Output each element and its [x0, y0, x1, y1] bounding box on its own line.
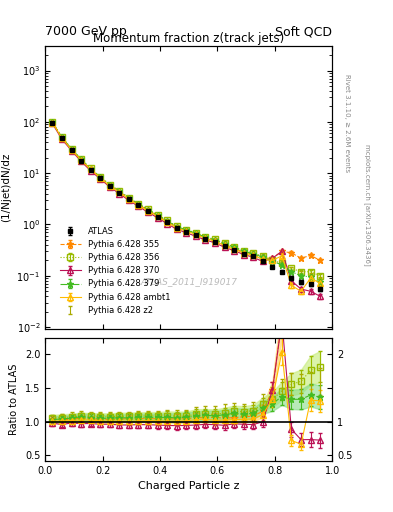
- Text: Soft QCD: Soft QCD: [275, 26, 332, 38]
- Title: Momentum fraction z(track jets): Momentum fraction z(track jets): [93, 32, 284, 45]
- X-axis label: Charged Particle z: Charged Particle z: [138, 481, 239, 491]
- Legend: ATLAS, Pythia 6.428 355, Pythia 6.428 356, Pythia 6.428 370, Pythia 6.428 379, P: ATLAS, Pythia 6.428 355, Pythia 6.428 35…: [57, 223, 173, 318]
- Text: mcplots.cern.ch [arXiv:1306.3436]: mcplots.cern.ch [arXiv:1306.3436]: [364, 144, 370, 266]
- Y-axis label: Ratio to ATLAS: Ratio to ATLAS: [9, 364, 19, 435]
- Text: 7000 GeV pp: 7000 GeV pp: [45, 26, 127, 38]
- Text: Rivet 3.1.10, ≥ 2.6M events: Rivet 3.1.10, ≥ 2.6M events: [344, 74, 350, 172]
- Text: ATLAS_2011_I919017: ATLAS_2011_I919017: [140, 277, 237, 286]
- Y-axis label: (1/Njet)dN/dz: (1/Njet)dN/dz: [1, 153, 11, 222]
